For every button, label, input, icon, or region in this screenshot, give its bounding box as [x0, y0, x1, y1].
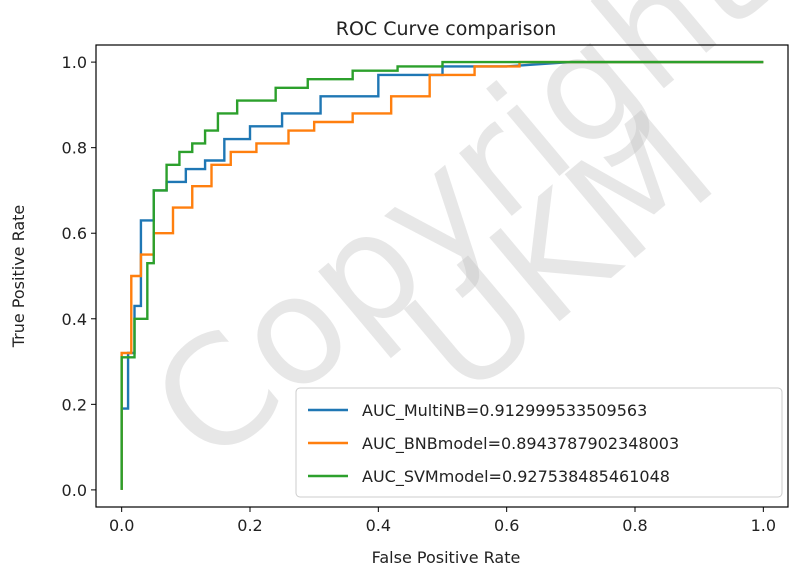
y-tick-label: 1.0: [62, 53, 87, 72]
series-layer: [120, 60, 764, 490]
y-tick-label: 0.6: [62, 224, 87, 243]
legend-box: [295, 387, 783, 498]
axes-ticks: 0.0 0.2 0.4 0.6 0.8 1.0 0.0 0.2 0.4 0.6 0.8 1.0: [62, 53, 777, 535]
y-tick-label: 0.0: [62, 481, 87, 500]
chart-title: ROC Curve comparison: [336, 18, 557, 40]
plot-area: [95, 44, 789, 508]
x-tick-label: 0.0: [109, 516, 134, 535]
x-tick-label: 0.6: [494, 516, 519, 535]
x-tick-label: 0.4: [366, 516, 391, 535]
x-tick-label: 1.0: [751, 516, 776, 535]
y-tick-label: 0.2: [62, 395, 87, 414]
legend-label-1: AUC_MultiNB=0.912999533509563: [362, 401, 647, 421]
x-tick-label: 0.2: [237, 516, 262, 535]
plot-frame-border: [95, 44, 789, 508]
y-axis-label: True Positive Rate: [9, 205, 28, 349]
y-tick-label: 0.4: [62, 310, 87, 329]
legend: AUC_MultiNB=0.912999533509563 AUC_BNBmode…: [295, 387, 783, 498]
series-line-2: [120, 60, 764, 490]
series-line-3: [120, 60, 764, 490]
series-line-1: [120, 60, 764, 490]
legend-label-2: AUC_BNBmodel=0.8943787902348003: [362, 434, 679, 454]
x-tick-label: 0.8: [622, 516, 647, 535]
x-axis-label: False Positive Rate: [372, 548, 521, 567]
legend-label-3: AUC_SVMmodel=0.927538485461048: [362, 467, 670, 487]
y-tick-label: 0.8: [62, 139, 87, 158]
